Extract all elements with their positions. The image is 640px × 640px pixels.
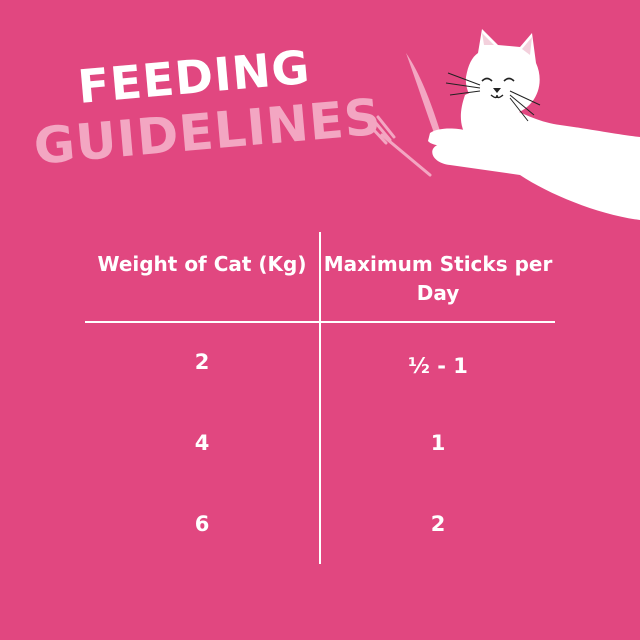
table-cell-weight: 6: [194, 512, 210, 536]
knife-icon: [406, 53, 440, 133]
fork-icon: [370, 115, 432, 177]
cat-body: [432, 93, 640, 220]
header-divider: [85, 321, 555, 323]
cat-illustration: [370, 29, 640, 220]
column-header-max-sticks: Maximum Sticks per Day: [323, 252, 553, 305]
table-cell-sticks: 1: [430, 431, 446, 455]
table-cell-weight: 2: [194, 350, 210, 374]
table-cell-weight: 4: [194, 431, 210, 455]
table-cell-sticks: ½ - 1: [408, 354, 468, 378]
cat-head: [445, 29, 541, 122]
table-cell-sticks: 2: [430, 512, 446, 536]
column-header-weight: Weight of Cat (Kg): [97, 252, 307, 276]
column-divider: [319, 232, 321, 564]
